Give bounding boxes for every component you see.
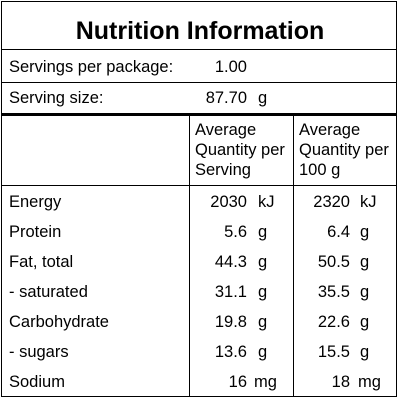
per-100g-value: 35.5 <box>317 283 350 301</box>
per-serving-value: 13.6 <box>214 343 247 361</box>
per-100g-header-line-1: Average <box>299 121 361 139</box>
per-serving-unit: kJ <box>258 193 275 211</box>
per-100g-unit: g <box>360 283 370 301</box>
per-100g-unit: mg <box>358 373 381 391</box>
per-serving-unit: g <box>258 283 268 301</box>
per-serving-unit: mg <box>254 373 277 391</box>
serving-size-unit: g <box>258 89 268 107</box>
panel-title: Nutrition Information <box>75 17 325 45</box>
per-100g-header-line-3: 100 g <box>299 161 341 179</box>
per-100g-value: 50.5 <box>317 253 350 271</box>
per-serving-header-line-2: Quantity per <box>195 141 285 159</box>
nutrient-name: Sodium <box>9 373 65 391</box>
per-100g-unit: g <box>360 223 370 241</box>
per-100g-unit: g <box>360 343 370 361</box>
nutrient-name: Fat, total <box>9 253 74 271</box>
per-100g-unit: kJ <box>360 193 377 211</box>
per-serving-unit: g <box>258 313 268 331</box>
header-thick-divider <box>2 113 396 116</box>
per-serving-unit: g <box>258 223 268 241</box>
serving-size-label: Serving size: <box>9 89 104 107</box>
per-100g-value: 15.5 <box>317 343 350 361</box>
servings-per-package-value: 1.00 <box>214 58 247 76</box>
column-line-left <box>189 115 190 396</box>
per-serving-header-line-1: Average <box>195 121 257 139</box>
servings-divider <box>2 82 396 83</box>
per-100g-value: 6.4 <box>327 223 350 241</box>
per-serving-value: 16 <box>228 373 247 391</box>
per-100g-header-line-2: Quantity per <box>299 141 389 159</box>
nutrient-name: Carbohydrate <box>9 313 109 331</box>
per-serving-value: 5.6 <box>224 223 247 241</box>
per-100g-value: 18 <box>331 373 350 391</box>
per-100g-unit: g <box>360 313 370 331</box>
title-divider <box>2 49 396 50</box>
per-serving-value: 44.3 <box>214 253 247 271</box>
nutrient-name: - sugars <box>9 343 69 361</box>
nutrient-name: Energy <box>9 193 62 211</box>
per-100g-value: 2320 <box>313 193 350 211</box>
nutrient-name: Protein <box>9 223 62 241</box>
per-serving-unit: g <box>258 343 268 361</box>
per-100g-unit: g <box>360 253 370 271</box>
per-serving-unit: g <box>258 253 268 271</box>
per-serving-value: 31.1 <box>214 283 247 301</box>
per-serving-value: 2030 <box>210 193 247 211</box>
servings-per-package-label: Servings per package: <box>9 58 174 76</box>
per-serving-value: 19.8 <box>214 313 247 331</box>
per-100g-value: 22.6 <box>317 313 350 331</box>
nutrient-name: - saturated <box>9 283 88 301</box>
column-line-right <box>293 115 294 396</box>
serving-size-value: 87.70 <box>205 89 247 107</box>
per-serving-header-line-3: Serving <box>195 161 251 179</box>
column-header-divider <box>2 185 396 186</box>
